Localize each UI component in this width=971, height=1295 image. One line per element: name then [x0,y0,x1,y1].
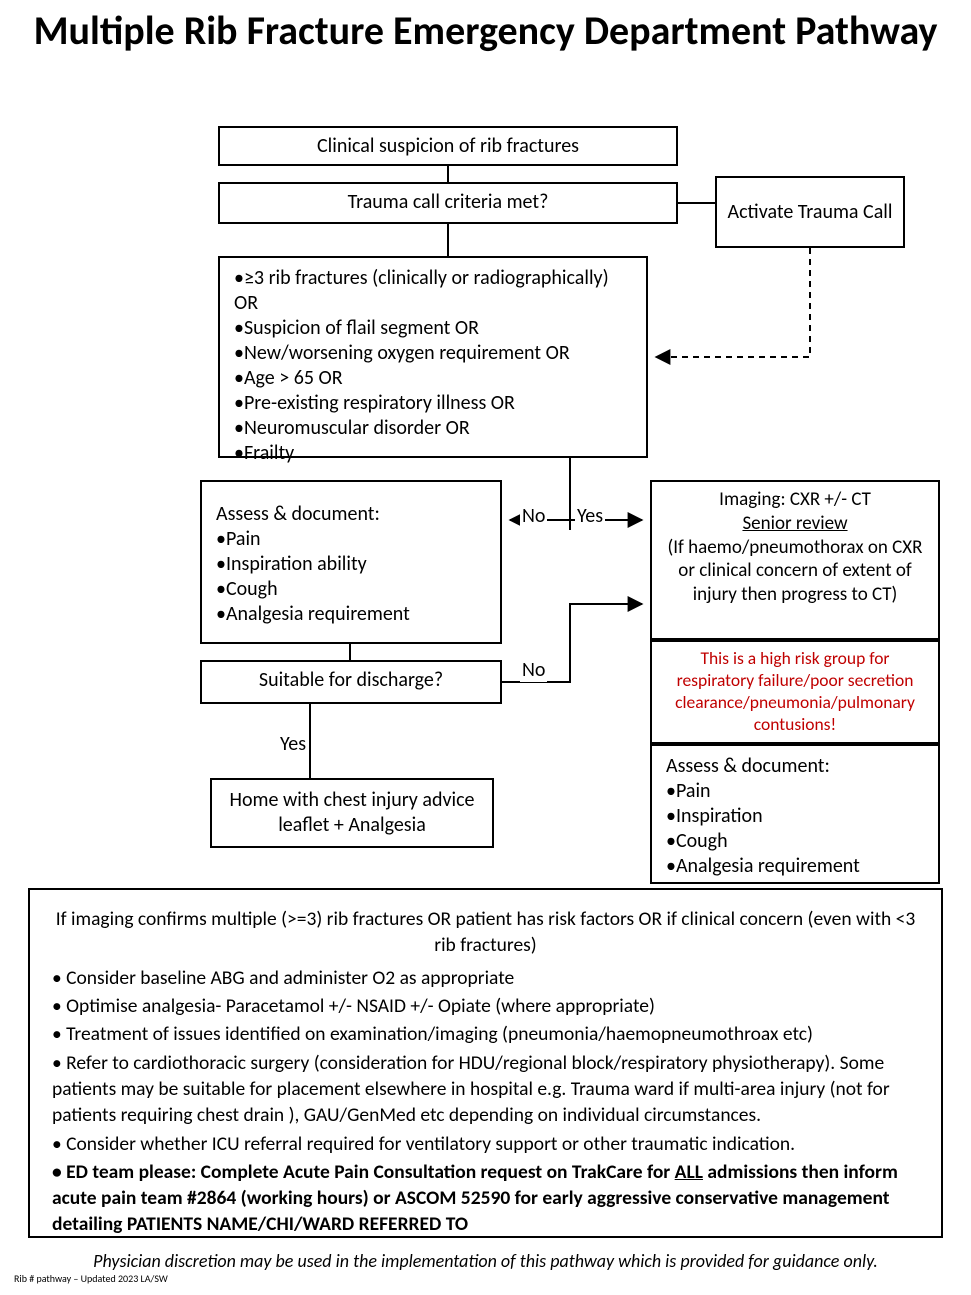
bold-all: ALL [675,1160,703,1184]
node-assess-document-left: Assess & document: •Pain •Inspiration ab… [200,480,502,644]
bullet: •Cough [666,829,924,854]
management-item: • Consider baseline ABG and administer O… [52,965,919,991]
node-suitable-discharge: Suitable for discharge? [200,660,502,704]
header: Assess & document: [216,502,486,527]
bullet: •Suspicion of flail segment OR [234,316,632,341]
node-clinical-suspicion: Clinical suspicion of rib fractures [218,126,678,166]
header: Assess & document: [666,754,924,779]
bullet: •Inspiration [666,804,924,829]
bold-pre: • ED team please: Complete Acute Pain Co… [52,1160,675,1184]
node-text: Activate Trauma Call [728,200,893,225]
pathway-canvas: Multiple Rib Fracture Emergency Departme… [0,0,971,1295]
node-assess-document-right: Assess & document: •Pain •Inspiration •C… [650,744,940,884]
bullet: •New/worsening oxygen requirement OR [234,341,632,366]
management-item: • Optimise analgesia- Paracetamol +/- NS… [52,993,919,1019]
bullet: •Inspiration ability [216,552,486,577]
bullet: •Analgesia requirement [666,854,924,879]
node-high-risk-warning: This is a high risk group for respirator… [650,640,940,744]
warning-text: This is a high risk group for respirator… [675,647,915,735]
bullet: •Analgesia requirement [216,602,486,627]
management-item: • Treatment of issues identified on exam… [52,1021,919,1047]
node-text: Home with chest injury advice leaflet + … [222,788,482,838]
edge-label-no: No [520,658,547,682]
edge-label-no: No [520,504,547,528]
node-risk-criteria: •≥3 rib fractures (clinically or radiogr… [218,256,648,458]
management-header: If imaging confirms multiple (>=3) rib f… [52,906,919,959]
node-text: Clinical suspicion of rib fractures [317,134,579,158]
bullet: •Neuromuscular disorder OR [234,416,632,441]
management-item-bold: • ED team please: Complete Acute Pain Co… [52,1159,919,1238]
imaging-header: Imaging: CXR +/- CT [662,488,928,512]
node-home-leaflet: Home with chest injury advice leaflet + … [210,778,494,848]
node-activate-trauma-call: Activate Trauma Call [715,176,905,248]
management-box: If imaging confirms multiple (>=3) rib f… [28,888,943,1238]
node-text: Suitable for discharge? [259,668,443,692]
bullet: •≥3 rib fractures (clinically or radiogr… [234,266,632,316]
bullet: •Cough [216,577,486,602]
edge-label-yes: Yes [575,504,605,528]
bullet: •Pain [216,527,486,552]
bullet: •Frailty [234,441,632,466]
node-text: Trauma call criteria met? [348,190,549,214]
bullet: •Pre-existing respiratory illness OR [234,391,632,416]
node-imaging: Imaging: CXR +/- CT Senior review (If ha… [650,480,940,640]
bullet: •Age > 65 OR [234,366,632,391]
footer-disclaimer: Physician discretion may be used in the … [0,1250,971,1272]
node-trauma-criteria: Trauma call criteria met? [218,182,678,224]
page-title: Multiple Rib Fracture Emergency Departme… [0,8,971,54]
management-item: • Consider whether ICU referral required… [52,1131,919,1157]
edge-label-yes: Yes [278,732,308,756]
bullet: •Pain [666,779,924,804]
footer-version: Rib # pathway – Updated 2023 LA/SW [14,1272,168,1285]
management-item: • Refer to cardiothoracic surgery (consi… [52,1050,919,1129]
senior-review: Senior review [662,512,928,536]
imaging-tail: (If haemo/pneumothorax on CXR or clinica… [662,536,928,607]
